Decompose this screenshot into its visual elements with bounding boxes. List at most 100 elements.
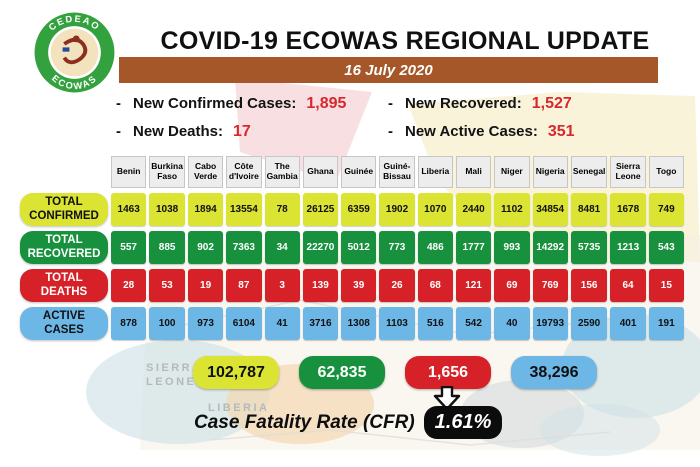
table-cell: 2590 xyxy=(570,307,608,340)
stat-new-deaths: - New Deaths: 17 xyxy=(116,123,251,140)
ecowas-logo-graphic: CEDEAO ECOWAS xyxy=(32,10,117,95)
country-header: The Gambia xyxy=(264,156,300,188)
country-header: Togo xyxy=(648,156,684,188)
cfr-label: Case Fatality Rate (CFR) xyxy=(194,411,415,433)
country-header: Guinée xyxy=(341,156,377,188)
table-cell: 1678 xyxy=(610,193,646,226)
table-cell: 1308 xyxy=(341,307,377,340)
regional-totals: 102,787 62,835 1,656 38,296 xyxy=(193,356,597,389)
table-corner xyxy=(20,156,108,188)
table-cell: 68 xyxy=(417,269,453,302)
stat-new-active: - New Active Cases: 351 xyxy=(388,123,575,140)
table-cell: 191 xyxy=(648,307,684,340)
country-header: Benin xyxy=(111,156,147,188)
table-cell: 993 xyxy=(494,231,530,264)
table-cell: 19 xyxy=(187,269,224,302)
stat-new-confirmed: - New Confirmed Cases: 1,895 xyxy=(116,95,347,112)
table-cell: 13554 xyxy=(226,193,262,226)
total-deaths-pill: 1,656 xyxy=(405,356,491,389)
table-cell: 1070 xyxy=(417,193,453,226)
table-cell: 902 xyxy=(187,231,224,264)
table-cell: 156 xyxy=(570,269,608,302)
table-cell: 7363 xyxy=(226,231,262,264)
table-cell: 1213 xyxy=(610,231,646,264)
page-title: COVID-19 ECOWAS REGIONAL UPDATE xyxy=(160,27,650,55)
table-cell: 87 xyxy=(226,269,262,302)
date-text: 16 July 2020 xyxy=(344,61,433,79)
headline-stats: - New Confirmed Cases: 1,895 - New Recov… xyxy=(116,95,690,141)
row-label: TOTAL DEATHS xyxy=(20,269,108,302)
table-cell: 39 xyxy=(341,269,377,302)
table-cell: 557 xyxy=(111,231,147,264)
ecowas-data-table: Benin Burkina Faso Cabo Verde Côte d'Ivoire… xyxy=(20,156,684,340)
table-cell: 973 xyxy=(187,307,224,340)
country-header: Ghana xyxy=(302,156,339,188)
table-cell: 1777 xyxy=(455,231,492,264)
row-label: TOTAL RECOVERED xyxy=(20,231,108,264)
row-label: TOTAL CONFIRMED xyxy=(20,193,108,226)
table-cell: 486 xyxy=(417,231,453,264)
table-cell: 22270 xyxy=(302,231,339,264)
cfr-section: Case Fatality Rate (CFR) 1.61% xyxy=(194,406,503,439)
country-header: Nigeria xyxy=(532,156,568,188)
table-cell: 34854 xyxy=(532,193,568,226)
country-header: Cabo Verde xyxy=(187,156,224,188)
table-cell: 542 xyxy=(455,307,492,340)
table-cell: 773 xyxy=(379,231,415,264)
country-header: Côte d'Ivoire xyxy=(226,156,262,188)
table-cell: 769 xyxy=(532,269,568,302)
map-label-liberia: LIBERIA xyxy=(208,402,270,414)
table-cell: 6104 xyxy=(226,307,262,340)
table-cell: 26 xyxy=(379,269,415,302)
table-cell: 28 xyxy=(111,269,147,302)
table-cell: 1038 xyxy=(149,193,185,226)
table-cell: 6359 xyxy=(341,193,377,226)
table-cell: 5735 xyxy=(570,231,608,264)
row-label: ACTIVE CASES xyxy=(20,307,108,340)
total-confirmed-pill: 102,787 xyxy=(193,356,279,389)
table-cell: 1894 xyxy=(187,193,224,226)
table-cell: 121 xyxy=(455,269,492,302)
country-header: Guiné-Bissau xyxy=(379,156,415,188)
table-cell: 516 xyxy=(417,307,453,340)
stat-new-deaths-value: 17 xyxy=(233,123,251,140)
country-header: Mali xyxy=(455,156,492,188)
stat-new-active-value: 351 xyxy=(547,123,575,140)
table-cell: 15 xyxy=(648,269,684,302)
table-cell: 64 xyxy=(610,269,646,302)
table-cell: 53 xyxy=(149,269,185,302)
stat-new-confirmed-value: 1,895 xyxy=(306,95,347,112)
table-cell: 3 xyxy=(264,269,300,302)
table-cell: 2440 xyxy=(455,193,492,226)
table-cell: 40 xyxy=(494,307,530,340)
table-cell: 5012 xyxy=(341,231,377,264)
country-header: Niger xyxy=(494,156,530,188)
country-header: Sierra Leone xyxy=(610,156,646,188)
stat-new-recovered-value: 1,527 xyxy=(531,95,572,112)
country-header: Burkina Faso xyxy=(149,156,185,188)
table-cell: 885 xyxy=(149,231,185,264)
country-header: Senegal xyxy=(570,156,608,188)
table-cell: 34 xyxy=(264,231,300,264)
country-header: Liberia xyxy=(417,156,453,188)
table-cell: 1463 xyxy=(111,193,147,226)
table-cell: 401 xyxy=(610,307,646,340)
total-recovered-pill: 62,835 xyxy=(299,356,385,389)
table-cell: 19793 xyxy=(532,307,568,340)
table-cell: 14292 xyxy=(532,231,568,264)
table-cell: 69 xyxy=(494,269,530,302)
table-cell: 543 xyxy=(648,231,684,264)
map-label-sierra-leone: SIERRA LEONE xyxy=(146,362,203,388)
date-banner: 16 July 2020 xyxy=(119,57,658,83)
stat-new-recovered: - New Recovered: 1,527 xyxy=(388,95,572,112)
table-cell: 1102 xyxy=(494,193,530,226)
table-cell: 100 xyxy=(149,307,185,340)
cfr-value-badge: 1.61% xyxy=(423,406,503,439)
table-cell: 78 xyxy=(264,193,300,226)
table-cell: 878 xyxy=(111,307,147,340)
total-active-pill: 38,296 xyxy=(511,356,597,389)
table-cell: 1103 xyxy=(379,307,415,340)
table-cell: 26125 xyxy=(302,193,339,226)
down-arrow-icon xyxy=(433,386,461,410)
table-cell: 8481 xyxy=(570,193,608,226)
